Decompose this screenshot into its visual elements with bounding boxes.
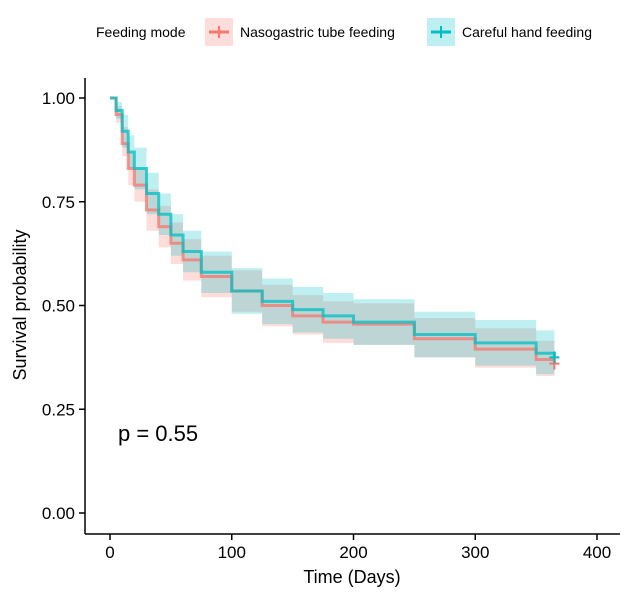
x-tick-label: 100 [218,543,246,562]
survival-curve-1 [110,96,556,358]
censor-mark [549,351,560,364]
x-axis-label: Time (Days) [303,567,400,587]
legend-item-careful-hand: Careful hand feeding [427,18,592,46]
y-tick-label: 0.75 [42,193,75,212]
confidence-band-1 [110,98,555,379]
y-tick-label: 0.25 [42,400,75,419]
x-tick-label: 400 [583,543,611,562]
x-tick-label: 200 [339,543,367,562]
y-tick-label: 0.00 [42,504,75,523]
legend-label: Nasogastric tube feeding [240,24,395,40]
legend-item-nasogastric: Nasogastric tube feeding [205,18,395,46]
y-axis-label: Survival probability [10,229,30,380]
y-tick-label: 1.00 [42,89,75,108]
x-tick-label: 300 [461,543,489,562]
legend-title: Feeding mode [96,24,186,40]
confidence-band-0 [110,98,555,381]
y-tick-label: 0.50 [42,297,75,316]
p-value-annotation: p = 0.55 [118,421,198,446]
legend-label: Careful hand feeding [462,24,592,40]
x-tick-label: 0 [105,543,114,562]
survival-curve-0 [110,96,556,364]
